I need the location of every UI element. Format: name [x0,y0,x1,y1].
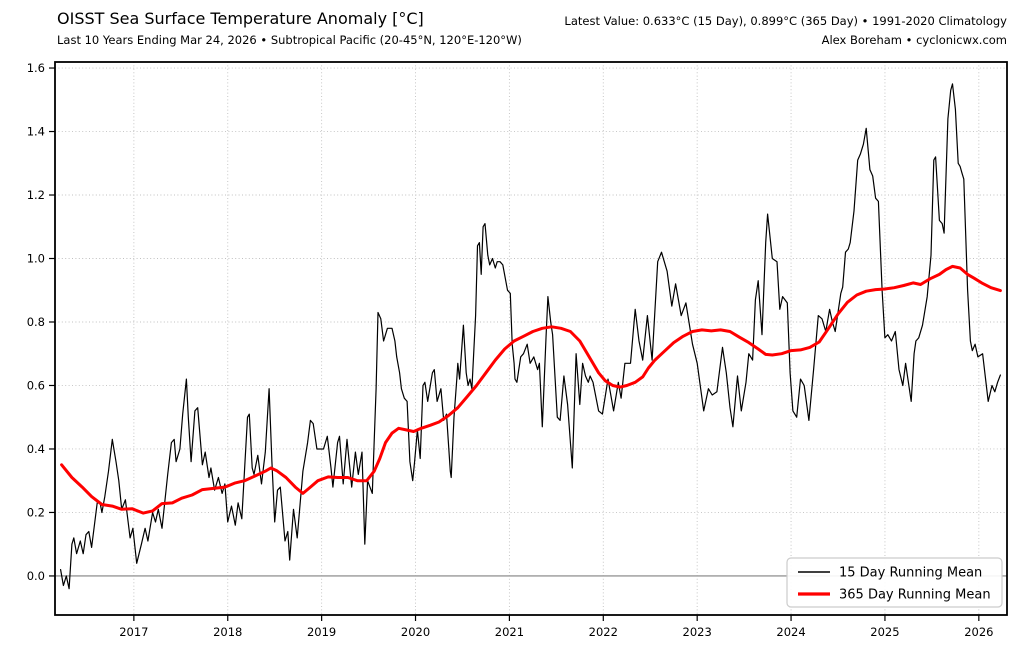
x-tick-label: 2017 [119,625,148,639]
legend-label-0: 15 Day Running Mean [839,566,982,581]
x-tick-label: 2021 [495,625,524,639]
latest-value-annotation: Latest Value: 0.633°C (15 Day), 0.899°C … [564,14,1007,28]
y-tick-label: 1.0 [27,252,45,266]
y-tick-label: 0.4 [27,442,45,456]
y-tick-label: 0.2 [27,505,45,519]
x-tick-label: 2025 [870,625,899,639]
legend-label-1: 365 Day Running Mean [839,588,991,603]
x-tick-label: 2020 [401,625,430,639]
x-tick-label: 2023 [683,625,712,639]
chart-subtitle: Last 10 Years Ending Mar 24, 2026 • Subt… [57,33,522,47]
x-tick-label: 2018 [213,625,242,639]
plot-frame [54,61,1008,616]
x-tick-label: 2026 [964,625,993,639]
y-tick-label: 0.8 [27,315,45,329]
y-tick-label: 1.2 [27,188,45,202]
y-tick-label: 1.6 [27,61,45,75]
y-tick-label: 0.0 [27,569,45,583]
legend-box [786,557,1003,608]
x-tick-label: 2019 [307,625,336,639]
series-line-1 [60,264,1002,515]
x-tick-label: 2022 [589,625,618,639]
credit-annotation: Alex Boreham • cyclonicwx.com [821,33,1007,47]
chart-title: OISST Sea Surface Temperature Anomaly [°… [57,9,424,28]
y-tick-label: 1.4 [27,125,45,139]
x-tick-label: 2024 [776,625,805,639]
y-tick-label: 0.6 [27,378,45,392]
series-line-0 [60,83,1001,590]
